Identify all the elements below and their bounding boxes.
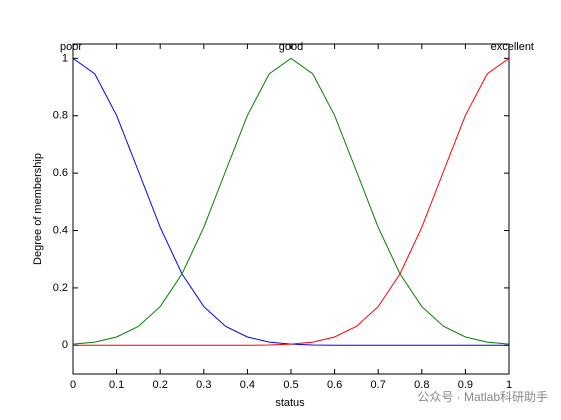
line-series [72, 57, 510, 345]
y-tick-label: 1 [62, 52, 68, 64]
line-series [73, 57, 510, 346]
x-tick-label: 0.8 [414, 379, 429, 391]
x-tick-label: 1 [506, 379, 512, 391]
x-axis-label: status [275, 397, 305, 409]
series-label: excellent [491, 41, 534, 53]
series-label: poor [60, 41, 82, 53]
plot-area [72, 43, 510, 375]
x-tick-label: 0.4 [240, 379, 255, 391]
y-tick-label: 0.8 [53, 110, 68, 122]
watermark: 公众号 · Matlab科研助手 [417, 390, 548, 404]
x-tick-label: 0.7 [371, 379, 386, 391]
x-tick-label: 0.6 [327, 379, 342, 391]
y-tick-label: 0 [62, 339, 68, 351]
x-tick-label: 0 [70, 379, 76, 391]
x-tick-label: 0.9 [458, 379, 473, 391]
x-tick-label: 0.5 [283, 379, 298, 391]
y-tick-label: 0.2 [53, 282, 68, 294]
y-axis-label: Degree of membership [32, 153, 44, 265]
x-tick-label: 0.1 [109, 379, 124, 391]
series-label: good [279, 41, 303, 53]
x-tick-label: 0.2 [153, 379, 168, 391]
x-tick-label: 0.3 [196, 379, 211, 391]
y-tick-label: 0.4 [53, 224, 68, 236]
y-tick-label: 0.6 [53, 167, 68, 179]
